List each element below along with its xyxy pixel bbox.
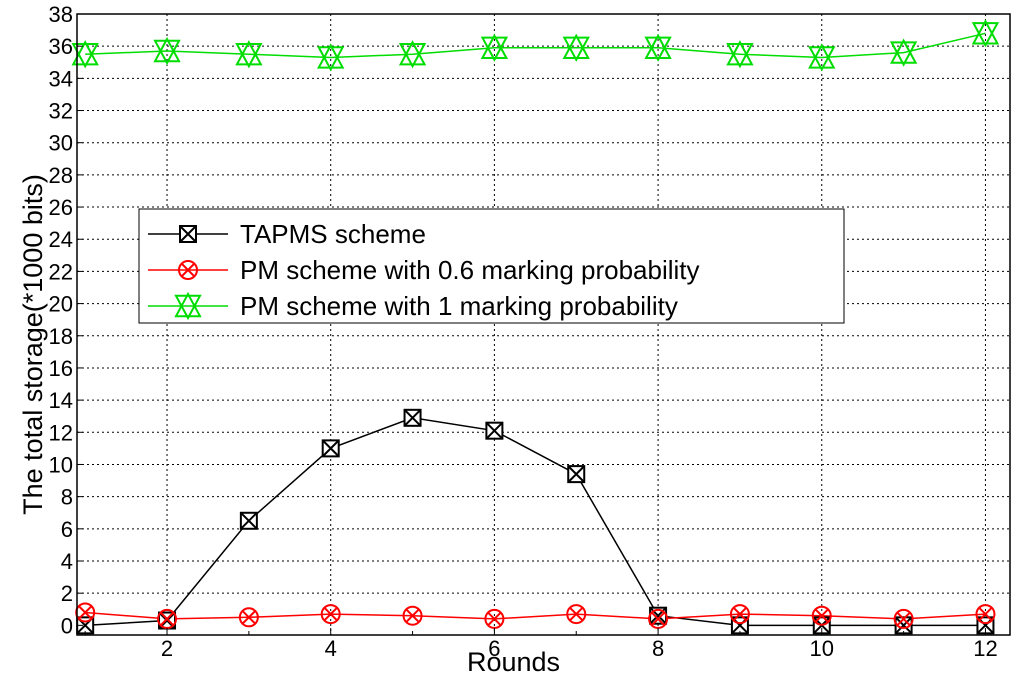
y-tick-label: 20 (49, 292, 73, 317)
data-point-series-1 (239, 511, 258, 530)
data-point-series-3 (726, 40, 754, 69)
y-tick-label: 24 (49, 227, 73, 252)
series-line-2 (85, 611, 986, 620)
series-markers (71, 19, 1000, 635)
y-tick-label: 36 (49, 34, 73, 59)
data-point-series-3 (235, 40, 263, 69)
data-point-series-3 (971, 19, 1000, 48)
y-tick-label: 14 (49, 388, 73, 413)
y-tick-label: 8 (61, 485, 73, 510)
x-tick-label: 6 (488, 636, 500, 661)
x-tick-label: 8 (652, 636, 664, 661)
series-lines (85, 32, 986, 627)
y-tick-label: 2 (61, 581, 73, 606)
data-point-series-2 (975, 604, 996, 625)
y-tick-label: 16 (49, 356, 73, 381)
y-tick-label: 26 (49, 195, 73, 220)
data-point-series-2 (320, 604, 341, 625)
x-axis-title: Rounds (467, 647, 560, 677)
data-point-series-2 (729, 604, 750, 625)
y-tick-label: 0 (61, 613, 73, 638)
y-tick-label: 32 (49, 99, 73, 124)
series-line-3 (85, 32, 986, 59)
data-point-series-2 (484, 608, 505, 629)
data-point-series-2 (811, 605, 832, 626)
data-point-series-3 (889, 38, 918, 67)
y-axis-title: The total storage(*1000 bits) (18, 174, 48, 515)
legend-label: PM scheme with 0.6 marking probability (240, 255, 700, 285)
data-point-series-1 (485, 421, 504, 440)
series-line-1 (85, 417, 986, 627)
data-point-series-3 (153, 36, 181, 66)
legend-label: TAPMS scheme (240, 219, 426, 249)
data-point-series-1 (403, 408, 422, 427)
legend: TAPMS scheme PM scheme with 0.6 marking p… (138, 208, 845, 324)
data-point-series-3 (644, 33, 672, 62)
y-tick-label: 30 (49, 131, 73, 156)
legend-label: PM scheme with 1 marking probability (240, 291, 678, 321)
x-tick-label: 12 (973, 636, 997, 661)
data-point-series-2 (893, 608, 914, 629)
data-point-series-2 (648, 608, 669, 629)
x-tick-label: 10 (810, 636, 834, 661)
y-tick-label: 22 (49, 259, 73, 284)
y-tick-label: 4 (61, 549, 73, 574)
y-tick-label: 18 (49, 324, 73, 349)
y-tick-label: 12 (49, 420, 73, 445)
y-tick-label: 38 (49, 2, 73, 27)
legend-swatch-marker (179, 225, 197, 243)
legend-box (138, 208, 845, 324)
x-tick-label: 4 (325, 636, 337, 661)
data-point-series-3 (71, 40, 99, 69)
data-point-series-1 (321, 439, 340, 458)
data-point-series-3 (808, 43, 836, 72)
y-tick-label: 10 (49, 452, 73, 477)
legend-swatch-marker (174, 291, 202, 321)
data-point-series-2 (157, 608, 178, 629)
grid-lines (77, 14, 1010, 635)
data-point-series-2 (402, 605, 423, 626)
y-tick-label: 34 (49, 66, 73, 91)
legend-entries: TAPMS scheme PM scheme with 0.6 marking p… (148, 219, 700, 321)
data-point-series-2 (238, 607, 259, 628)
data-point-series-3 (398, 40, 427, 69)
plot-frame (76, 13, 1011, 636)
legend-swatch-marker (178, 260, 198, 280)
data-point-series-3 (480, 33, 509, 62)
y-tick-label: 28 (49, 163, 73, 188)
data-point-series-1 (567, 465, 586, 484)
y-tick-label: 6 (61, 517, 73, 542)
data-point-series-2 (566, 604, 587, 625)
x-tick-label: 2 (161, 636, 173, 661)
data-point-series-3 (562, 33, 590, 62)
data-point-series-2 (75, 602, 96, 623)
data-point-series-3 (317, 43, 345, 72)
